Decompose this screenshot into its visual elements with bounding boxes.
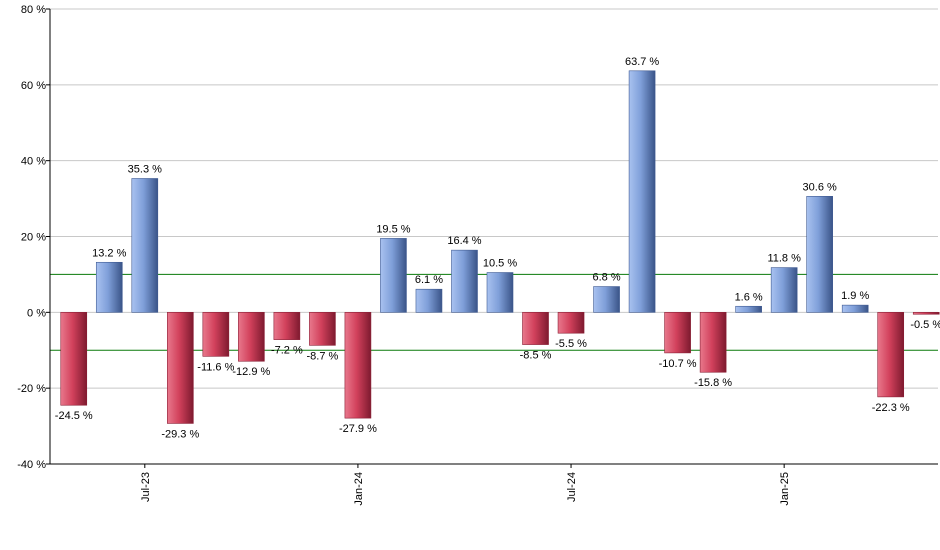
x-tick-label: Jul-24 <box>566 472 578 502</box>
data-label: 16.4 % <box>447 235 481 247</box>
y-tick-label: 80 % <box>21 4 46 16</box>
data-label: -8.5 % <box>520 350 552 362</box>
bar <box>841 304 869 313</box>
bar <box>451 249 478 313</box>
data-label: 13.2 % <box>92 247 126 259</box>
data-label: 1.6 % <box>735 291 763 303</box>
bar <box>593 286 620 313</box>
bar <box>380 238 407 313</box>
bar <box>806 196 833 313</box>
bars <box>60 70 940 424</box>
bar <box>912 312 940 315</box>
bar <box>167 312 194 424</box>
data-label: 19.5 % <box>376 223 410 235</box>
data-label: 1.9 % <box>841 290 869 302</box>
bar <box>309 312 336 346</box>
data-label: -0.5 % <box>910 319 940 331</box>
bar <box>202 312 230 357</box>
data-label: -27.9 % <box>339 423 377 435</box>
data-label: -11.6 % <box>197 361 234 373</box>
y-tick-label: -20 % <box>17 383 46 395</box>
y-tick-label: 40 % <box>21 156 46 168</box>
y-tick-label: 60 % <box>21 80 46 92</box>
bar <box>664 312 691 354</box>
data-label: 10.5 % <box>483 258 517 270</box>
data-label: 6.1 % <box>415 274 443 286</box>
bar <box>273 312 301 340</box>
data-label: -24.5 % <box>55 410 93 422</box>
bar <box>557 312 585 334</box>
y-tick-label: 0 % <box>27 307 46 319</box>
data-label: -22.3 % <box>872 402 910 414</box>
data-label: 6.8 % <box>592 272 620 284</box>
bar <box>486 272 514 313</box>
x-tick-label: Jan-24 <box>353 472 365 506</box>
axes: -40 % -20 % 0 % 20 % 40 % 60 % 80 % Jul-23 Jan-2… <box>17 4 938 506</box>
data-label: -7.2 % <box>271 345 303 357</box>
data-label: 35.3 % <box>128 163 162 175</box>
bar <box>628 70 656 313</box>
bar <box>415 288 443 313</box>
data-label: -29.3 % <box>161 428 199 440</box>
bar <box>131 178 159 313</box>
data-label: -10.7 % <box>659 358 697 370</box>
bar <box>95 261 123 313</box>
bar <box>877 312 905 398</box>
data-label: 63.7 % <box>625 56 659 68</box>
data-labels: -24.5 % 13.2 % 35.3 % -29.3 % -11.6 %-12.9 %… <box>55 56 940 441</box>
y-tick-label: 20 % <box>21 232 46 244</box>
bar <box>344 312 372 419</box>
x-tick-label: Jan-25 <box>779 472 791 506</box>
y-tick-label: -40 % <box>17 459 46 471</box>
x-tick-label: Jul-23 <box>140 472 152 502</box>
data-label: -12.9 % <box>232 366 270 378</box>
data-label: -8.7 % <box>307 350 339 362</box>
bar <box>522 312 549 345</box>
data-label: 30.6 % <box>803 181 837 193</box>
bar <box>699 312 727 373</box>
data-label: 11.8 % <box>767 253 801 265</box>
bar <box>60 312 88 406</box>
bar <box>735 305 762 313</box>
data-label: -5.5 % <box>555 338 587 350</box>
bar <box>238 312 265 362</box>
bar <box>770 267 798 313</box>
data-label: -15.8 % <box>694 377 732 389</box>
